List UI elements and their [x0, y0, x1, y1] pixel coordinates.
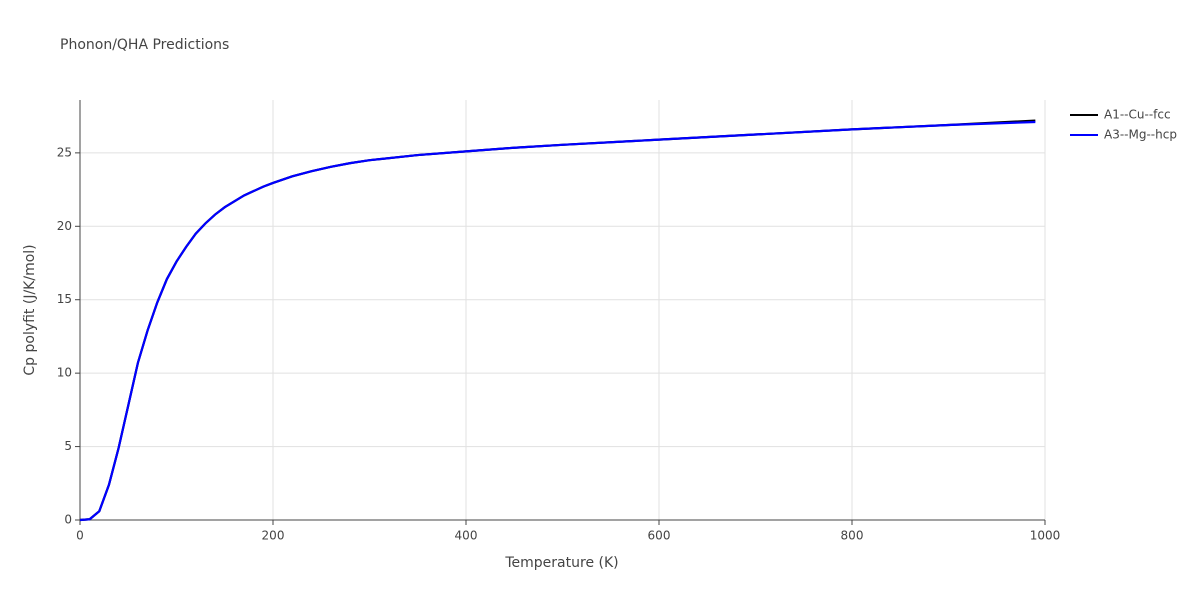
x-tick-label: 200 [262, 529, 285, 543]
chart-title: Phonon/QHA Predictions [60, 37, 229, 53]
y-axis-title: Cp polyfit (J/K/mol) [22, 244, 38, 375]
x-tick-label: 1000 [1030, 529, 1061, 543]
y-tick-label: 0 [64, 513, 72, 527]
legend-label: A1--Cu--fcc [1104, 108, 1171, 122]
line-series [79, 120, 1036, 522]
x-tick-label: 0 [76, 529, 84, 543]
y-tick-label: 10 [57, 366, 72, 380]
y-tick-label: 20 [57, 219, 72, 233]
x-tick-label: 400 [455, 529, 478, 543]
x-axis-title: Temperature (K) [504, 555, 618, 571]
legend-label: A3--Mg--hcp [1104, 128, 1177, 142]
line-series [79, 119, 1036, 522]
y-tick-label: 25 [57, 145, 72, 159]
x-tick-label: 800 [841, 529, 864, 543]
y-tick-label: 15 [57, 292, 72, 306]
x-tick-label: 600 [648, 529, 671, 543]
y-tick-label: 5 [64, 439, 72, 453]
